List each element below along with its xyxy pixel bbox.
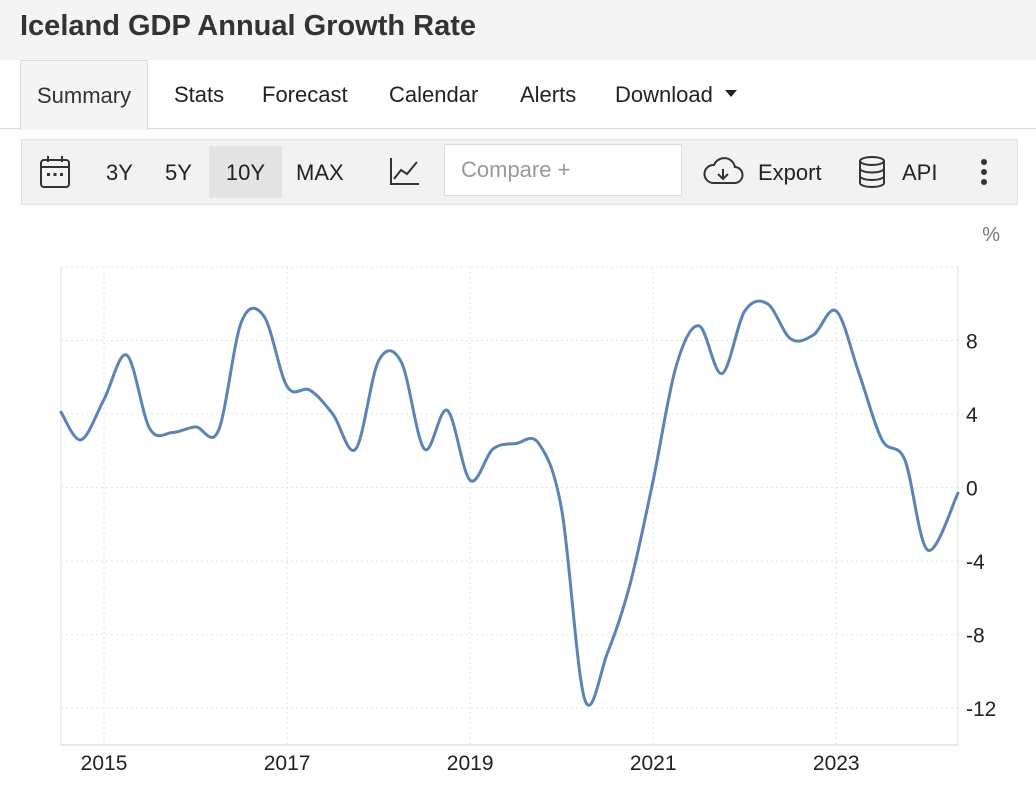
- range-max-button[interactable]: MAX: [296, 160, 344, 185]
- x-axis-tick-labels: 2015 2017 2019 2021 2023: [81, 752, 860, 775]
- tab-summary[interactable]: Summary: [20, 60, 149, 130]
- y-tick-label: 8: [966, 331, 978, 354]
- y-tick-label: -4: [966, 551, 985, 574]
- chart-gridlines: [60, 266, 970, 746]
- line-chart-icon[interactable]: [389, 156, 421, 186]
- page-title: Iceland GDP Annual Growth Rate: [20, 10, 477, 42]
- gdp-growth-line[interactable]: [59, 299, 960, 707]
- api-button[interactable]: API: [902, 160, 938, 185]
- range-5y-button[interactable]: 5Y: [165, 160, 192, 185]
- more-options-icon[interactable]: [979, 158, 989, 186]
- y-tick-label: -8: [966, 625, 985, 648]
- y-axis-tick-labels: 8 4 0 -4 -8 -12: [966, 331, 996, 722]
- gdp-growth-chart: % 8 4 0 -4 -8 -12 2015 2017 2019 2021 2023: [59, 224, 1000, 775]
- tab-calendar[interactable]: Calendar: [389, 82, 479, 107]
- x-tick-label: 2021: [630, 752, 677, 775]
- x-tick-label: 2015: [81, 752, 128, 775]
- x-tick-label: 2019: [447, 752, 494, 775]
- x-tick-label: 2017: [264, 752, 311, 775]
- caret-down-icon: [724, 89, 737, 97]
- calendar-icon[interactable]: [39, 155, 71, 189]
- range-3y-button[interactable]: 3Y: [106, 160, 133, 185]
- tab-stats[interactable]: Stats: [174, 82, 225, 107]
- compare-input[interactable]: [444, 144, 682, 196]
- chart-toolbar: 3Y 5Y 10Y MAX Export API: [21, 139, 1018, 205]
- export-button[interactable]: Export: [758, 160, 822, 185]
- y-tick-label: -12: [966, 698, 996, 721]
- tab-download-label: Download: [615, 82, 713, 107]
- page-header: Iceland GDP Annual Growth Rate: [0, 0, 1036, 60]
- range-10y-button[interactable]: 10Y: [209, 146, 282, 198]
- y-tick-label: 4: [966, 404, 978, 427]
- x-tick-label: 2023: [813, 752, 860, 775]
- cloud-download-icon[interactable]: [702, 156, 744, 188]
- tab-download[interactable]: Download: [615, 60, 737, 128]
- tab-bar: Summary Stats Forecast Calendar Alerts D…: [0, 60, 1036, 130]
- unit-label: %: [982, 224, 1000, 246]
- y-tick-label: 0: [966, 478, 978, 501]
- database-icon[interactable]: [857, 155, 887, 189]
- tab-forecast[interactable]: Forecast: [262, 82, 348, 107]
- tab-alerts[interactable]: Alerts: [520, 82, 577, 107]
